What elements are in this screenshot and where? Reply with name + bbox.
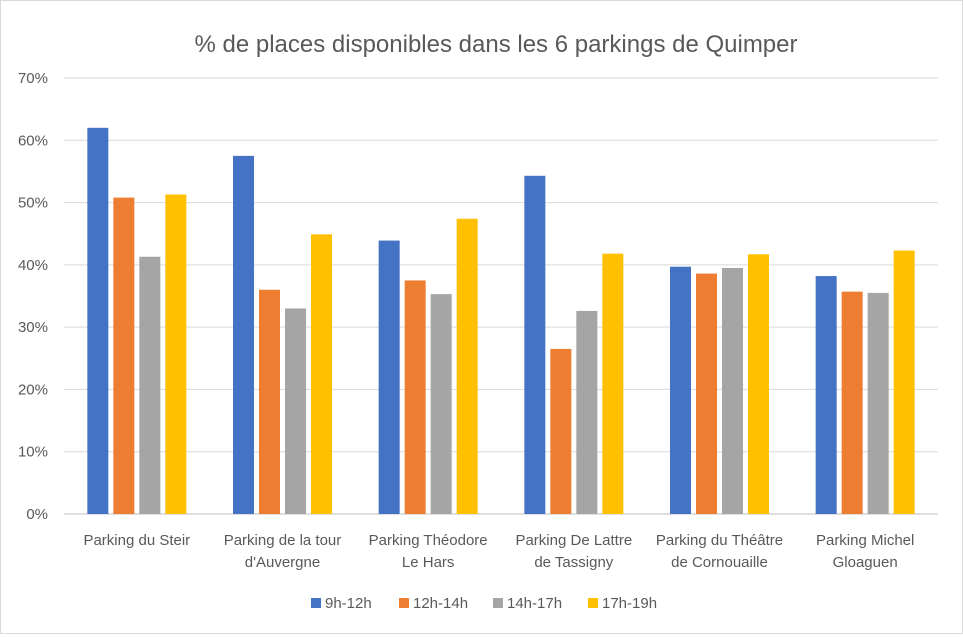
bar-14h-17h [285,308,306,514]
bar-12h-14h [841,291,863,514]
bars [87,127,915,515]
x-category-label: Parking De Lattre [515,532,632,549]
bar-17h-19h [165,194,187,514]
bar-14h-17h [430,294,452,514]
chart-title: % de places disponibles dans les 6 parki… [194,31,797,58]
x-category-label: Le Hars [402,554,455,571]
y-tick-label: 50% [18,195,48,212]
bar-9h-12h [815,276,837,514]
bar-14h-17h [576,310,598,514]
bar-17h-19h [311,234,332,514]
y-tick-label: 20% [18,381,48,398]
gridlines [64,77,938,515]
legend-swatch [311,598,321,608]
bar-17h-19h [456,218,478,514]
bar-12h-14h [696,273,717,514]
legend-swatch [399,598,409,608]
legend-label: 9h-12h [325,595,372,612]
legend-label: 12h-14h [413,595,468,612]
bar-12h-14h [404,280,426,514]
legend: 9h-12h 12h-14h 14h-17h 17h-19h [311,595,657,612]
y-tick-label: 10% [18,444,48,461]
bar-17h-19h [602,253,624,514]
legend-label: 17h-19h [602,595,657,612]
y-tick-label: 70% [18,70,48,87]
bar-12h-14h [259,289,280,514]
bar-9h-12h [378,240,400,514]
x-category-label: Gloaguen [833,554,898,571]
bar-17h-19h [748,254,769,515]
x-category-label: Parking Théodore [369,532,488,549]
bar-14h-17h [722,267,743,514]
x-category-label: Parking du Théâtre [656,532,783,549]
legend-swatch [493,598,503,608]
y-tick-label: 40% [18,257,48,274]
x-category-label: de Cornouaille [671,554,768,571]
x-category-label: Parking du Steir [83,532,190,549]
x-category-label: Parking de la tour [224,532,342,549]
y-tick-label: 30% [18,319,48,336]
y-tick-label: 60% [18,132,48,149]
bar-9h-12h [670,266,691,514]
y-axis: 0% 10% 20% 30% 40% 50% 60% 70% [18,70,48,523]
x-category-label: Parking Michel [816,532,914,549]
legend-label: 14h-17h [507,595,562,612]
bar-12h-14h [550,348,572,514]
bar-9h-12h [524,175,546,514]
x-category-label: de Tassigny [534,554,613,571]
bar-14h-17h [139,256,161,514]
bar-12h-14h [113,197,135,515]
x-category-label: d'Auvergne [245,554,320,571]
bar-14h-17h [867,292,889,514]
legend-swatch [588,598,598,608]
bar-9h-12h [233,155,254,514]
bar-9h-12h [87,127,109,514]
bar-17h-19h [893,250,915,514]
y-tick-label: 0% [26,506,48,523]
x-axis: Parking du Steir Parking de la tour d'Auve… [83,532,914,571]
